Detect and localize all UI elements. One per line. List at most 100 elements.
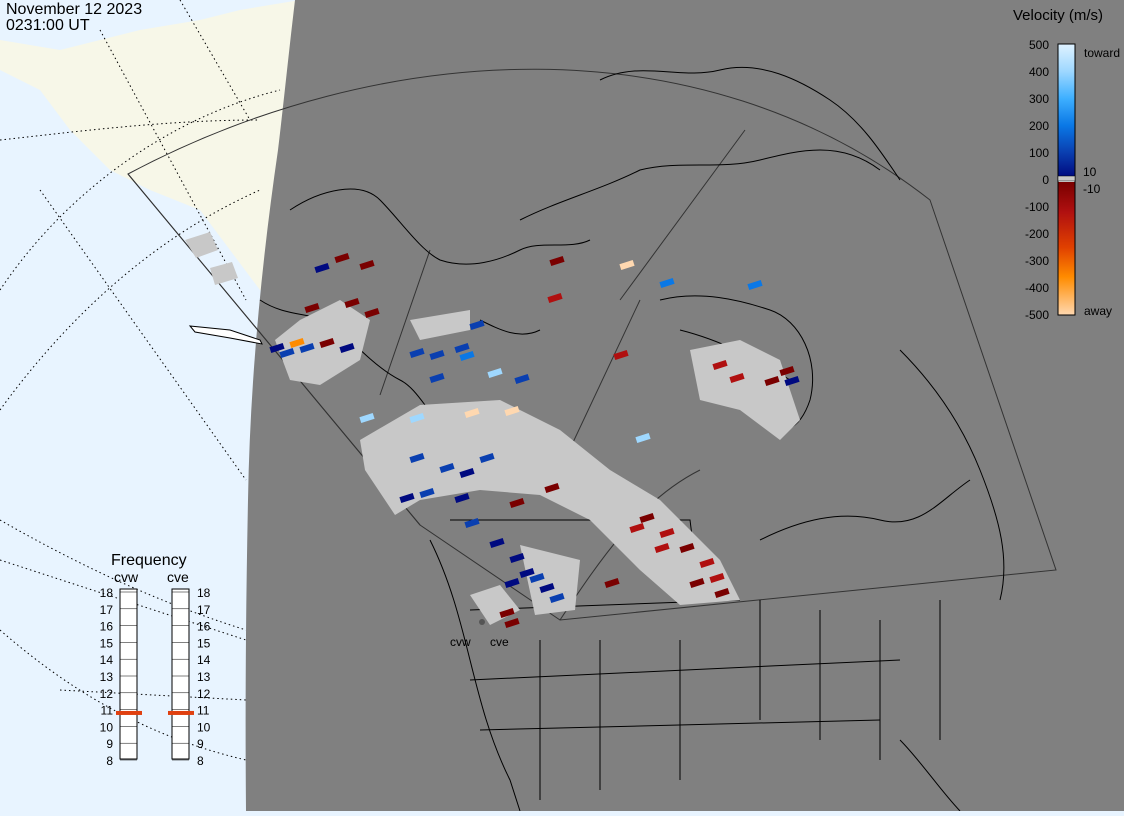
velocity-cell: [659, 277, 675, 289]
frequency-tick-label: 16: [197, 620, 211, 634]
velocity-cell: [289, 337, 305, 349]
frequency-tick-label: 13: [100, 670, 114, 684]
velocity-cell: [679, 542, 695, 554]
colorbar-tick-label: -200: [1025, 227, 1049, 241]
velocity-cells-layer: [269, 252, 800, 629]
velocity-cell: [689, 577, 705, 589]
frequency-tick-label: 8: [106, 754, 113, 768]
velocity-cell: [487, 367, 503, 379]
aleutian-islands: [188, 325, 263, 345]
velocity-cell: [409, 347, 425, 359]
colorbar-tick-label: -500: [1025, 308, 1049, 322]
frequency-tick-label: 12: [197, 687, 211, 701]
velocity-cell: [279, 347, 295, 359]
velocity-cell: [269, 342, 285, 354]
velocity-cell: [654, 542, 670, 554]
frequency-tick-label: 11: [101, 704, 114, 718]
velocity-cell: [549, 592, 565, 604]
frequency-tick-label: 14: [197, 653, 211, 667]
velocity-cell: [479, 452, 495, 464]
frequency-marker-cvw: [116, 710, 142, 715]
colorbar-tick-label: 200: [1029, 119, 1049, 133]
velocity-cell: [779, 365, 795, 377]
velocity-cell: [509, 497, 525, 509]
frequency-tick-label: 17: [197, 603, 211, 617]
velocity-cell: [464, 517, 480, 529]
frequency-tick-label: 11: [197, 704, 210, 718]
radar-label-cve: cve: [490, 635, 509, 649]
colorbar-inner-neg: -10: [1083, 182, 1101, 196]
velocity-cell: [729, 372, 745, 384]
date-label: November 12 2023: [6, 1, 143, 18]
frequency-tick-label: 18: [100, 586, 114, 600]
velocity-cell: [359, 412, 375, 424]
velocity-cell: [549, 255, 565, 267]
colorbar-tick-label: 500: [1029, 38, 1049, 52]
colorbar-tick-label: -400: [1025, 281, 1049, 295]
velocity-cell: [547, 292, 563, 304]
velocity-cell: [399, 492, 415, 504]
graticule-grid: [0, 0, 281, 761]
time-label: 0231:00 UT: [6, 17, 90, 34]
frequency-bar-cve: [171, 588, 190, 760]
frequency-tick-label: 17: [100, 603, 114, 617]
frequency-title: Frequency: [111, 552, 187, 569]
frequency-tick-label: 18: [197, 586, 211, 600]
ground-scatter-region: [520, 545, 580, 615]
velocity-cell: [714, 587, 730, 599]
velocity-cell: [459, 350, 475, 362]
velocity-cell: [459, 467, 475, 479]
velocity-cell: [509, 552, 525, 564]
ground-scatter-region: [185, 232, 218, 258]
frequency-tick-label: 9: [197, 737, 204, 751]
velocity-cell: [489, 537, 505, 549]
colorbar-away-label: away: [1084, 304, 1112, 318]
velocity-cell: [613, 349, 629, 361]
velocity-cell: [439, 462, 455, 474]
frequency-panel: Frequency cvw cve 18 18 17 17 16 16 15 15 14 14 13…: [100, 552, 211, 768]
velocity-cell: [504, 577, 520, 589]
velocity-cell: [784, 375, 800, 387]
velocity-cell: [334, 252, 350, 264]
velocity-cell: [544, 482, 560, 494]
velocity-cell: [409, 452, 425, 464]
velocity-cell: [529, 572, 545, 584]
velocity-cell: [539, 582, 555, 594]
velocity-cell: [659, 527, 675, 539]
velocity-cell: [699, 557, 715, 569]
colorbar-title: Velocity (m/s): [1013, 7, 1103, 24]
velocity-cell: [619, 259, 635, 271]
velocity-cell: [709, 572, 725, 584]
velocity-cell: [504, 617, 520, 629]
velocity-cell: [419, 487, 435, 499]
velocity-cell: [429, 349, 445, 361]
velocity-cell: [314, 262, 330, 274]
frequency-tick-label: 12: [100, 687, 114, 701]
frequency-tick-label: 16: [100, 620, 114, 634]
velocity-cell: [319, 337, 335, 349]
frequency-tick-label: 14: [100, 653, 114, 667]
colorbar-inner-pos: 10: [1083, 165, 1097, 179]
velocity-cell: [504, 405, 520, 417]
colorbar-tick-label: 0: [1042, 173, 1049, 187]
velocity-cell: [429, 372, 445, 384]
frequency-tick-label: 13: [197, 670, 211, 684]
velocity-cell: [454, 342, 470, 354]
frequency-marker-cve: [168, 710, 194, 715]
radar-site-marker: [479, 619, 485, 625]
velocity-cell: [499, 607, 515, 619]
velocity-cell: [514, 373, 530, 385]
colorbar-tick-label: -100: [1025, 200, 1049, 214]
velocity-cell: [304, 302, 320, 314]
frequency-bar-cvw: [119, 588, 138, 760]
velocity-cell: [635, 432, 651, 444]
colorbar-tick-label: 300: [1029, 92, 1049, 106]
frequency-radar-cve: cve: [167, 569, 189, 585]
velocity-cell: [339, 342, 355, 354]
ground-scatter-region: [210, 262, 238, 285]
velocity-cell: [454, 492, 470, 504]
velocity-cell: [764, 375, 780, 387]
velocity-cell: [604, 577, 620, 589]
